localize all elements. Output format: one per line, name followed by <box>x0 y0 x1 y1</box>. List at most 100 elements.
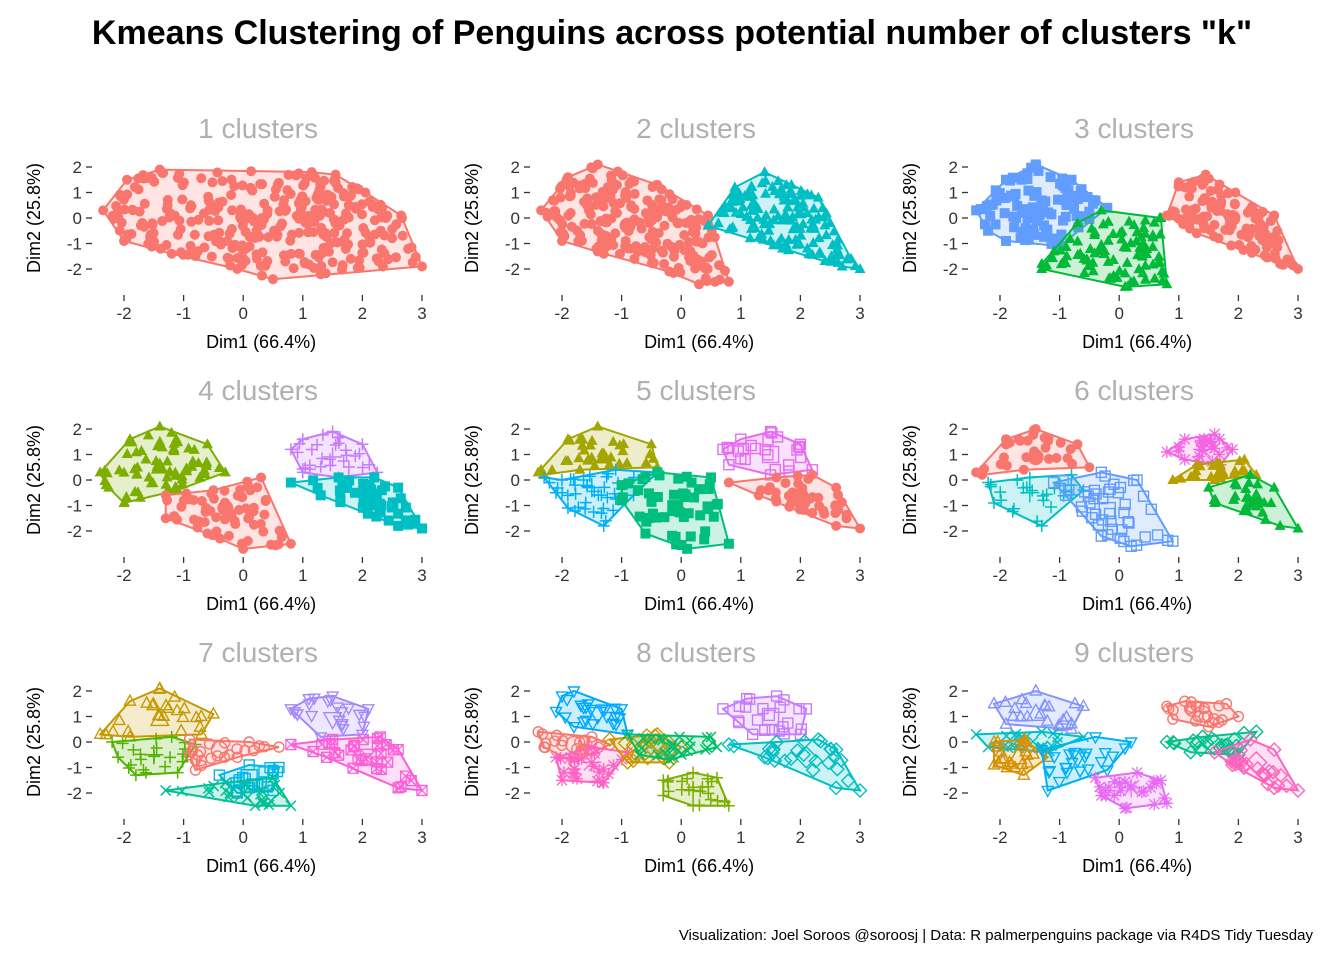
point-126 <box>357 247 368 258</box>
point-129 <box>354 262 365 273</box>
point-vertex-0 <box>538 471 551 484</box>
point-7 <box>699 534 710 545</box>
point-9 <box>1031 515 1044 528</box>
point-32 <box>830 500 841 511</box>
y-tick-label: 2 <box>511 682 520 701</box>
point-10 <box>607 759 620 772</box>
point-13 <box>1231 479 1243 490</box>
caption: Visualization: Joel Soroos @soroosj | Da… <box>678 927 1313 944</box>
point-280 <box>321 243 332 254</box>
point-10 <box>1120 801 1133 814</box>
y-axis-label: Dim2 (25.8%) <box>462 687 482 797</box>
y-tick-label: 2 <box>949 158 958 177</box>
point-255 <box>286 229 297 240</box>
point-21 <box>1130 539 1143 551</box>
point-51 <box>1090 195 1101 206</box>
point-75 <box>1059 195 1070 206</box>
point-10 <box>761 741 777 757</box>
point-116 <box>357 209 368 220</box>
cluster-5 <box>1167 453 1262 484</box>
point-13 <box>137 763 150 776</box>
point-vertex-1 <box>771 472 782 483</box>
point-1 <box>1076 505 1089 517</box>
cluster-center-0 <box>619 217 636 234</box>
point-vertex-1 <box>219 777 231 789</box>
point-vertex-7 <box>983 225 994 236</box>
point-17 <box>106 724 120 737</box>
y-tick-label: 2 <box>73 682 82 701</box>
point-5 <box>985 210 996 221</box>
point-7 <box>1238 505 1250 516</box>
cluster-center-0 <box>666 738 684 756</box>
point-305 <box>311 192 322 203</box>
x-axis-label: Dim1 (66.4%) <box>206 594 316 614</box>
cluster-center-0 <box>210 740 229 759</box>
point-13 <box>583 470 596 483</box>
point-5 <box>564 434 576 445</box>
point-94 <box>643 214 654 225</box>
point-15 <box>554 752 567 765</box>
facet-title: 7 clusters <box>198 637 318 668</box>
point-vertex-3 <box>800 703 813 715</box>
point-19 <box>1162 534 1174 546</box>
point-69 <box>1128 275 1140 286</box>
point-58 <box>265 539 276 550</box>
point-4 <box>662 785 675 798</box>
point-30 <box>358 498 369 509</box>
point-2 <box>1015 737 1029 750</box>
point-vertex-0 <box>721 737 737 753</box>
facet-5: 5 clusters 2 1 0 -1 -2 -2 -1 0 1 2 3 Dim1 (66.4%) Dim… <box>462 375 865 614</box>
facet-title: 3 clusters <box>1074 113 1194 144</box>
point-15 <box>633 485 644 496</box>
point-15 <box>1043 433 1054 444</box>
cluster-center-0 <box>1224 210 1241 226</box>
point-17 <box>1098 747 1112 761</box>
point-15 <box>1108 789 1121 802</box>
y-tick-label: 1 <box>511 708 520 727</box>
point-10 <box>170 480 182 491</box>
point-vertex-4 <box>620 754 636 770</box>
cluster-center-0 <box>587 706 608 726</box>
point-113 <box>820 229 832 240</box>
point-12 <box>257 796 269 808</box>
point-16 <box>1165 734 1181 750</box>
point-8 <box>1006 708 1020 721</box>
point-vertex-4 <box>129 769 142 782</box>
point-vertex-4 <box>855 523 865 534</box>
point-vertex-1 <box>1023 471 1036 484</box>
point-7 <box>273 787 285 799</box>
point-vertex-1 <box>769 734 785 750</box>
point-13 <box>1029 424 1040 435</box>
point-268 <box>115 191 126 202</box>
y-tick-label: 2 <box>73 158 82 177</box>
point-1 <box>1240 483 1252 494</box>
cluster-5 <box>723 469 865 534</box>
point-15 <box>255 784 267 796</box>
point-62 <box>1049 233 1060 244</box>
point-165 <box>373 256 384 267</box>
point-4 <box>1114 532 1126 544</box>
cluster-2 <box>1036 204 1173 291</box>
point-87 <box>1247 223 1258 234</box>
point-37 <box>166 426 178 437</box>
cluster-3 <box>1161 169 1303 274</box>
point-167 <box>358 223 369 234</box>
point-40 <box>294 248 305 259</box>
point-16 <box>1114 227 1126 238</box>
point-103 <box>1268 211 1279 222</box>
point-12 <box>766 427 778 439</box>
cluster-center-0 <box>234 784 252 802</box>
point-290 <box>138 173 149 184</box>
point-vertex-3 <box>1160 797 1173 810</box>
point-27 <box>587 505 600 518</box>
y-tick-label: -1 <box>943 497 958 516</box>
point-38 <box>274 525 285 536</box>
point-14 <box>647 728 663 744</box>
point-18 <box>654 470 665 481</box>
point-144 <box>293 168 304 179</box>
point-14 <box>778 728 790 740</box>
point-175 <box>257 247 268 258</box>
point-12 <box>1116 233 1128 244</box>
x-tick-label: 0 <box>676 828 685 847</box>
facet-title: 2 clusters <box>636 113 756 144</box>
